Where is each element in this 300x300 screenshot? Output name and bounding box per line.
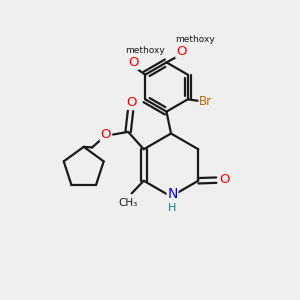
Text: O: O — [100, 128, 111, 141]
Text: Br: Br — [199, 94, 212, 108]
Text: O: O — [128, 56, 138, 69]
Text: methoxy: methoxy — [125, 46, 164, 55]
Text: N: N — [167, 187, 178, 201]
Text: O: O — [126, 96, 136, 109]
Text: CH₃: CH₃ — [118, 198, 137, 208]
Text: O: O — [176, 44, 187, 58]
Text: H: H — [168, 202, 177, 213]
Text: O: O — [219, 173, 230, 186]
Text: methoxy: methoxy — [175, 35, 215, 44]
